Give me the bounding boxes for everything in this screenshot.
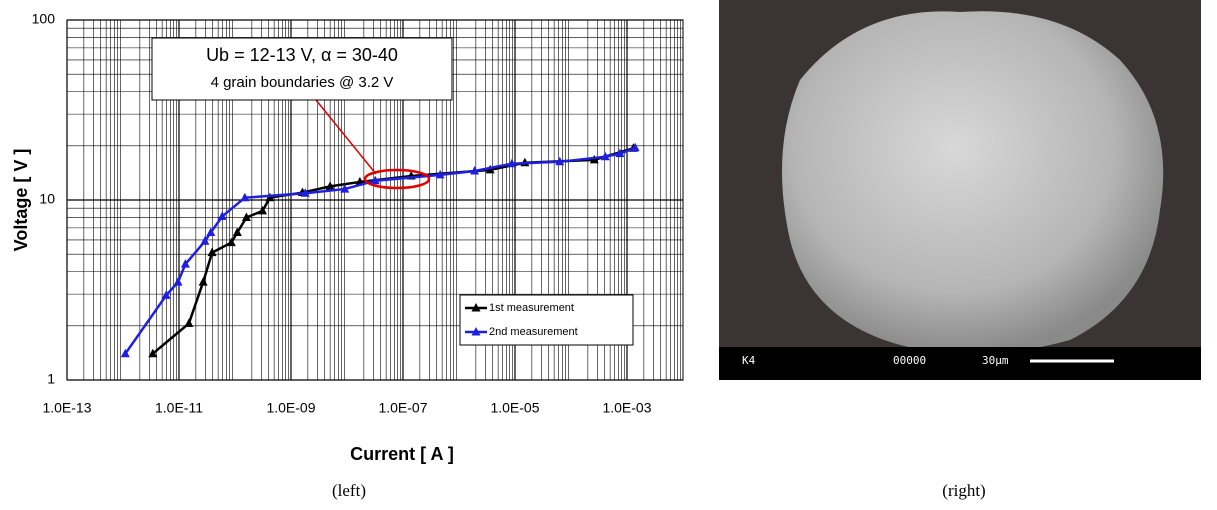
point — [207, 247, 217, 257]
x-axis-label: Current [ A ] — [350, 444, 454, 464]
point — [615, 148, 625, 158]
photo-label: K4 — [742, 354, 756, 367]
legend: 1st measurement 2nd measurement — [459, 294, 634, 346]
legend-marker — [471, 327, 481, 336]
point — [161, 290, 171, 299]
y-axis-label: Voltage [ V ] — [11, 149, 31, 252]
y-tick-label: 100 — [32, 11, 56, 27]
annotation-text: Ub = 12-13 V, α = 30-40 — [206, 45, 398, 65]
x-tick-label: 1.0E-05 — [490, 400, 539, 416]
point — [206, 227, 216, 236]
x-tick-label: 1.0E-13 — [42, 400, 91, 416]
point — [507, 158, 517, 168]
point — [470, 165, 480, 175]
point — [630, 142, 640, 152]
y-tick-label: 1 — [47, 371, 55, 387]
point — [340, 184, 350, 193]
photo-label: 00000 — [893, 354, 926, 367]
caption: (left) — [332, 481, 366, 500]
point — [226, 237, 236, 247]
point — [200, 236, 210, 245]
point — [198, 277, 208, 286]
point — [258, 205, 268, 215]
point — [120, 348, 130, 358]
point — [300, 188, 310, 197]
point — [325, 181, 335, 190]
x-tick-label: 1.0E-09 — [266, 400, 315, 416]
legend-label: 2nd measurement — [489, 326, 578, 338]
point — [232, 227, 242, 236]
point — [435, 169, 445, 179]
legend-box — [459, 294, 634, 346]
caption: (right) — [942, 481, 985, 500]
point — [240, 192, 250, 202]
point — [241, 212, 251, 221]
legend-marker — [471, 303, 481, 312]
photo-bar — [719, 347, 1201, 380]
x-tick-label: 1.0E-07 — [378, 400, 427, 416]
x-tick-label: 1.0E-03 — [602, 400, 651, 416]
highlight-ellipse — [363, 168, 431, 190]
annotation: Ub = 12-13 V, α = 30-40 4 grain boundarie… — [151, 37, 453, 190]
x-tick-label: 1.0E-11 — [155, 400, 203, 416]
particle — [782, 11, 1164, 354]
photo-label: 30μm — [982, 354, 1009, 367]
point — [148, 348, 158, 358]
point — [217, 211, 227, 220]
point — [370, 175, 380, 185]
legend-label: 1st measurement — [489, 302, 574, 314]
y-tick-label: 10 — [39, 191, 55, 207]
point — [184, 318, 194, 328]
point — [555, 156, 565, 166]
leader-line — [315, 99, 377, 175]
annotation-box — [151, 37, 453, 101]
annotation-text: 4 grain boundaries @ 3.2 V — [211, 74, 394, 91]
point — [600, 151, 610, 161]
point — [173, 277, 183, 286]
point — [180, 259, 190, 268]
